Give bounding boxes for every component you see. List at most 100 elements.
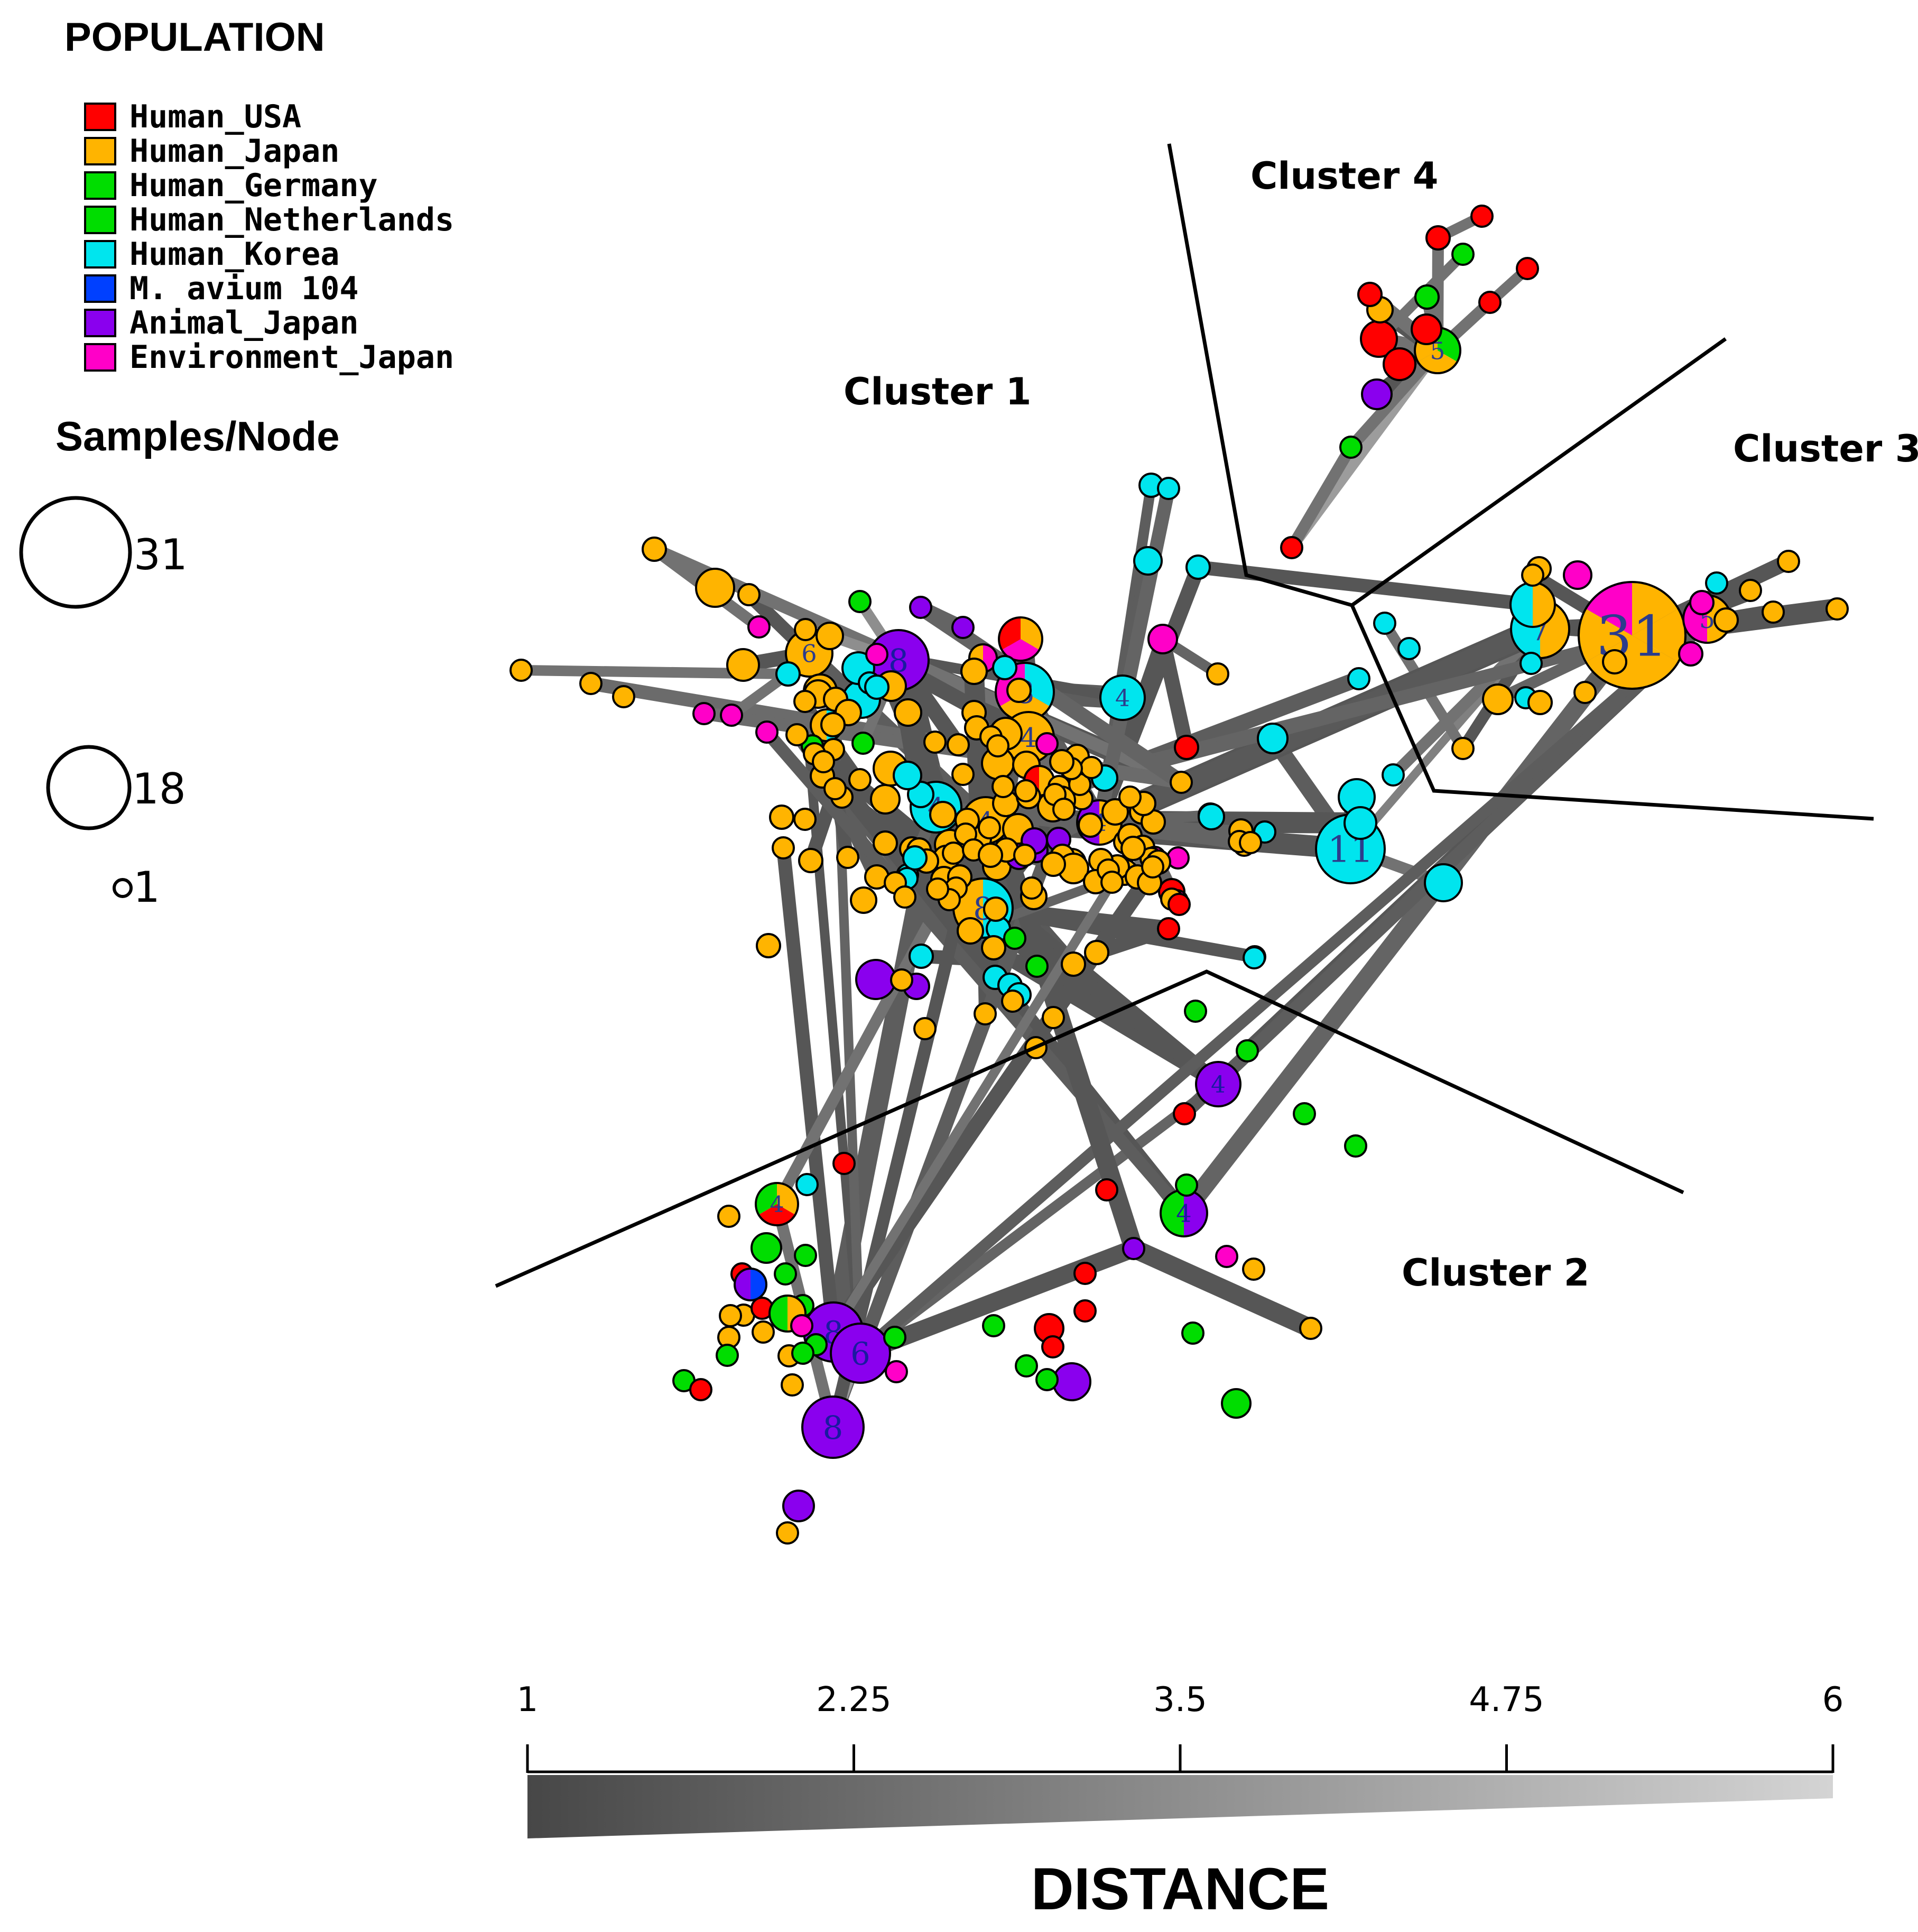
network-node — [793, 808, 817, 831]
node-circle — [689, 1378, 712, 1401]
network-edge — [826, 854, 1166, 1340]
node-circle — [752, 1320, 775, 1344]
network-node — [893, 885, 916, 909]
network-node — [978, 816, 1001, 839]
network-node — [793, 690, 817, 713]
network-node — [769, 805, 794, 830]
node-circle — [1006, 678, 1032, 703]
network-node: 4 — [1160, 1189, 1208, 1237]
network-node — [752, 1320, 775, 1344]
node-sample-count: 4 — [1020, 722, 1037, 753]
node-circle — [1242, 1258, 1265, 1281]
node-circle — [902, 845, 928, 871]
node-circle — [1347, 667, 1370, 690]
network-node — [855, 959, 896, 1000]
node-pie-slice — [770, 1296, 787, 1332]
node-circle — [929, 801, 957, 828]
network-node — [848, 768, 872, 791]
node-circle — [1099, 674, 1146, 721]
node-circle — [726, 648, 760, 682]
node-circle — [823, 777, 847, 800]
node-circle — [737, 583, 761, 606]
node-circle — [1239, 831, 1262, 854]
legend-swatch-2 — [84, 171, 116, 200]
network-node — [695, 568, 735, 608]
node-circle — [885, 1360, 908, 1383]
node-pie-slice — [1161, 1190, 1184, 1236]
network-node — [1280, 536, 1303, 559]
network-node: 31 — [1578, 581, 1687, 690]
network-node — [795, 1173, 819, 1196]
legend-swatch-5 — [84, 274, 116, 303]
node-pie-slice — [758, 1204, 795, 1225]
node-circle — [1001, 990, 1024, 1013]
node-circle — [1425, 225, 1451, 251]
node-circle — [1280, 536, 1303, 559]
cluster-divider-1-2 — [495, 969, 1684, 1288]
network-node — [978, 843, 1003, 868]
network-node — [1003, 927, 1026, 950]
population-legend: POPULATION Human_USAHuman_JapanHuman_Ger… — [64, 15, 454, 376]
distance-title: DISTANCE — [1031, 1856, 1329, 1922]
network-node: 4 — [755, 1182, 799, 1226]
node-circle — [1383, 347, 1416, 381]
network-node — [717, 1205, 740, 1228]
network-node — [689, 1378, 712, 1401]
cluster-divider-1-3 — [1350, 604, 1874, 821]
network-edge — [829, 844, 1138, 1337]
network-node — [909, 596, 932, 619]
node-circle — [1041, 852, 1066, 877]
node-circle — [1073, 1299, 1097, 1323]
network-node — [1181, 1321, 1204, 1345]
network-node — [1014, 779, 1037, 802]
network-node — [1236, 1039, 1259, 1062]
network-node — [981, 935, 1006, 960]
network-node — [992, 655, 1017, 680]
node-circle — [794, 618, 817, 641]
network-node — [1482, 683, 1514, 715]
node-circle — [1382, 763, 1405, 787]
network-node — [1170, 771, 1193, 794]
node-sample-count: 4 — [770, 1191, 784, 1217]
network-node — [951, 763, 975, 786]
node-circle — [1414, 284, 1440, 310]
node-circle — [785, 723, 809, 746]
node-circle — [1120, 836, 1146, 861]
node-circle — [1173, 1102, 1196, 1125]
node-circle — [1705, 571, 1728, 595]
node-circle — [850, 886, 877, 914]
node-circle — [1470, 205, 1494, 228]
node-circle — [1003, 927, 1026, 950]
node-circle — [812, 750, 835, 773]
network-node — [1739, 579, 1762, 602]
network-node — [1174, 735, 1199, 760]
network-edge — [1124, 1239, 1320, 1338]
node-circle — [798, 848, 823, 873]
distance-gradient-wedge — [527, 1775, 1833, 1838]
node-sample-count: 4 — [1115, 685, 1130, 712]
node-circle — [890, 968, 913, 992]
node-circle — [1073, 1262, 1097, 1285]
network-node — [851, 732, 875, 755]
network-node — [692, 702, 716, 725]
network-node — [836, 846, 859, 869]
legend-swatch-7 — [84, 343, 116, 372]
network-node — [864, 674, 889, 700]
network-node — [1602, 649, 1627, 674]
network-edge — [800, 697, 865, 1358]
network-node — [1373, 612, 1396, 635]
network-node: 6 — [830, 1323, 891, 1384]
network-node — [1006, 678, 1032, 703]
node-circle — [864, 674, 889, 700]
network-node — [832, 1152, 856, 1175]
network-node — [1001, 990, 1024, 1013]
network-edge — [1155, 632, 1194, 755]
size-label-31: 31 — [134, 530, 188, 579]
network-node — [890, 968, 913, 992]
network-node — [1521, 563, 1544, 587]
node-circle — [747, 615, 771, 639]
node-sample-count: 4 — [1211, 1071, 1226, 1098]
node-circle — [851, 732, 875, 755]
distance-tick-label-4: 6 — [1822, 1680, 1844, 1720]
node-circle — [1206, 662, 1229, 686]
